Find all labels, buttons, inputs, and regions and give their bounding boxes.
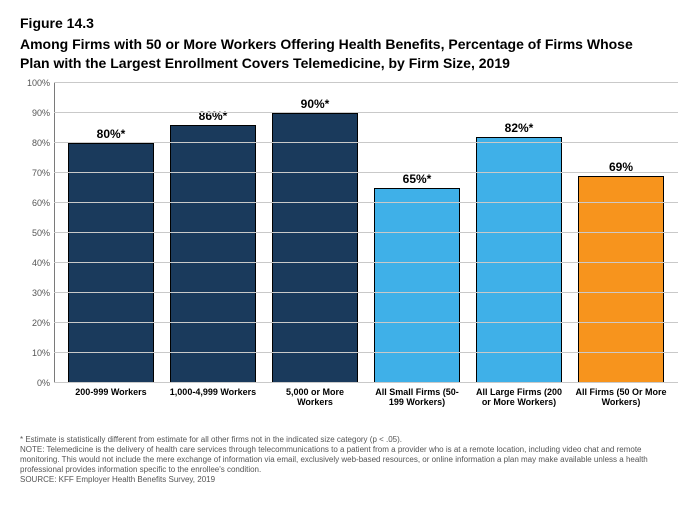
bar-chart: 0%10%20%30%40%50%60%70%80%90%100% 80%*86… xyxy=(20,83,678,433)
grid-line xyxy=(54,292,678,293)
x-axis-label: All Firms (50 Or More Workers) xyxy=(573,387,669,435)
y-tick-label: 30% xyxy=(20,288,50,298)
note-definition: NOTE: Telemedicine is the delivery of he… xyxy=(20,445,678,475)
grid-line xyxy=(54,322,678,323)
grid-line xyxy=(54,262,678,263)
y-tick-label: 70% xyxy=(20,168,50,178)
y-tick-label: 0% xyxy=(20,378,50,388)
bar-column: 82%* xyxy=(471,121,567,383)
bar-rect xyxy=(272,113,358,383)
note-source: SOURCE: KFF Employer Health Benefits Sur… xyxy=(20,475,678,485)
x-axis-label: 5,000 or More Workers xyxy=(267,387,363,435)
bar-value-label: 80%* xyxy=(97,127,126,141)
grid-line xyxy=(54,232,678,233)
bar-rect xyxy=(374,188,460,383)
note-significance: * Estimate is statistically different fr… xyxy=(20,435,678,445)
bar-rect xyxy=(476,137,562,383)
bar-column: 80%* xyxy=(63,127,159,383)
grid-line xyxy=(54,112,678,113)
bar-column: 69% xyxy=(573,160,669,383)
y-tick-label: 90% xyxy=(20,108,50,118)
y-axis: 0%10%20%30%40%50%60%70%80%90%100% xyxy=(20,83,54,383)
grid-line xyxy=(54,142,678,143)
plot-area: 80%* 86%* 90%* 65%* 82%* 69% xyxy=(54,83,678,383)
bar-rect xyxy=(68,143,154,383)
grid-line xyxy=(54,382,678,383)
grid-line xyxy=(54,82,678,83)
figure-notes: * Estimate is statistically different fr… xyxy=(20,435,678,485)
x-axis-label: All Small Firms (50-199 Workers) xyxy=(369,387,465,435)
y-tick-label: 20% xyxy=(20,318,50,328)
y-tick-label: 40% xyxy=(20,258,50,268)
y-tick-label: 10% xyxy=(20,348,50,358)
bar-value-label: 82%* xyxy=(505,121,534,135)
bars-container: 80%* 86%* 90%* 65%* 82%* 69% xyxy=(54,83,678,383)
y-tick-label: 50% xyxy=(20,228,50,238)
bar-rect xyxy=(170,125,256,383)
bar-column: 90%* xyxy=(267,97,363,383)
figure-page: Figure 14.3 Among Firms with 50 or More … xyxy=(0,0,698,525)
y-tick-label: 80% xyxy=(20,138,50,148)
figure-number: Figure 14.3 xyxy=(20,14,678,33)
grid-line xyxy=(54,172,678,173)
bar-value-label: 65%* xyxy=(403,172,432,186)
grid-line xyxy=(54,352,678,353)
x-axis-label: 200-999 Workers xyxy=(63,387,159,435)
x-axis-label: All Large Firms (200 or More Workers) xyxy=(471,387,567,435)
grid-line xyxy=(54,202,678,203)
y-tick-label: 100% xyxy=(20,78,50,88)
x-axis-label: 1,000-4,999 Workers xyxy=(165,387,261,435)
y-tick-label: 60% xyxy=(20,198,50,208)
figure-title: Among Firms with 50 or More Workers Offe… xyxy=(20,35,660,73)
bar-column: 86%* xyxy=(165,109,261,383)
bar-value-label: 90%* xyxy=(301,97,330,111)
x-axis-labels: 200-999 Workers1,000-4,999 Workers5,000 … xyxy=(54,385,678,435)
